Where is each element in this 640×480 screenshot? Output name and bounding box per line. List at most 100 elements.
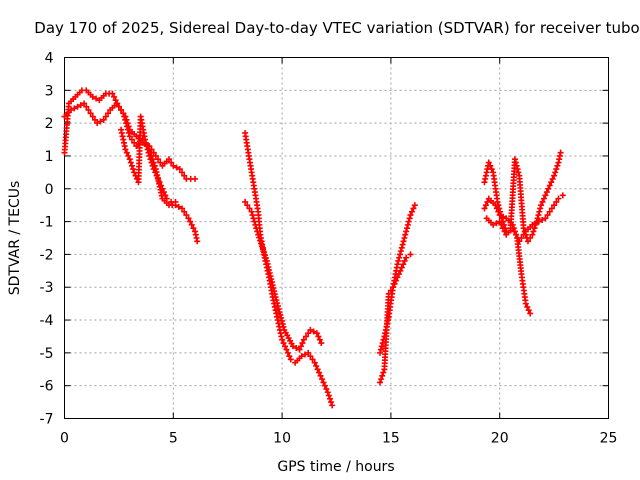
data-point	[303, 333, 310, 340]
data-point	[172, 198, 179, 205]
data-point	[111, 93, 118, 100]
data-point	[300, 336, 307, 343]
data-point	[554, 162, 561, 169]
data-point	[157, 159, 164, 166]
data-point	[515, 169, 522, 176]
data-point	[280, 340, 287, 347]
data-point	[283, 346, 290, 353]
data-point	[143, 143, 150, 150]
data-point	[125, 152, 132, 159]
data-point	[251, 218, 258, 225]
y-tick-label: 2	[45, 116, 54, 132]
data-point	[408, 208, 415, 215]
data-point	[109, 90, 116, 97]
data-point	[124, 126, 131, 133]
data-point	[261, 252, 268, 259]
data-point	[487, 162, 494, 169]
data-point	[298, 353, 305, 360]
data-point	[307, 326, 314, 333]
data-point	[279, 336, 286, 343]
data-point	[310, 328, 317, 335]
data-point	[257, 237, 264, 244]
data-point	[85, 107, 92, 114]
data-point	[305, 349, 312, 356]
data-point	[293, 344, 300, 351]
data-point	[152, 169, 159, 176]
data-point	[394, 274, 401, 281]
data-point	[250, 215, 257, 222]
data-point	[121, 113, 128, 120]
data-point	[170, 162, 177, 169]
data-point	[318, 340, 325, 347]
data-point	[100, 116, 107, 123]
data-point	[499, 225, 506, 232]
y-tick-label: -7	[40, 412, 54, 428]
data-point	[328, 399, 335, 406]
data-point	[313, 362, 320, 369]
data-point	[83, 103, 90, 110]
data-point	[398, 244, 405, 251]
data-point	[301, 351, 308, 358]
data-point	[529, 221, 536, 228]
data-point	[71, 105, 78, 112]
series-arc-2b	[242, 198, 325, 353]
data-point	[102, 113, 109, 120]
data-point	[411, 202, 418, 209]
data-point	[246, 205, 253, 212]
data-point	[131, 139, 138, 146]
data-point	[527, 235, 534, 241]
data-point	[284, 349, 291, 356]
data-point	[385, 290, 392, 297]
y-tick-label: 3	[45, 83, 54, 99]
data-point	[259, 243, 266, 250]
data-point	[74, 103, 81, 110]
data-point	[309, 356, 316, 363]
data-point	[511, 156, 518, 163]
plot-frame	[64, 57, 609, 419]
data-point	[89, 93, 96, 100]
data-point	[542, 192, 549, 199]
data-point	[179, 169, 186, 176]
data-point	[401, 257, 408, 264]
data-point	[529, 231, 536, 238]
data-point	[91, 116, 98, 123]
data-point	[160, 189, 167, 196]
data-point	[405, 218, 412, 225]
data-point	[157, 182, 164, 189]
x-axis-label: GPS time / hours	[277, 459, 394, 475]
data-point	[122, 116, 129, 123]
data-point	[286, 353, 293, 360]
data-point	[249, 212, 256, 219]
data-point	[544, 212, 551, 219]
data-point	[520, 225, 527, 232]
data-point	[557, 149, 564, 156]
data-point	[537, 205, 544, 212]
series-arc-2	[242, 129, 336, 409]
data-point	[163, 195, 170, 202]
x-tick-label: 5	[169, 431, 178, 447]
data-point	[535, 218, 542, 225]
data-point	[313, 330, 320, 337]
data-point	[493, 220, 500, 227]
data-point	[518, 235, 525, 241]
data-point	[325, 392, 332, 399]
data-point	[378, 343, 385, 350]
y-tick-label: -4	[40, 313, 54, 329]
data-point	[498, 221, 505, 228]
data-point	[123, 123, 130, 130]
chart-title: Day 170 of 2025, Sidereal Day-to-day VTE…	[34, 19, 639, 37]
data-point	[145, 149, 152, 156]
data-point	[379, 340, 386, 347]
data-point	[535, 212, 542, 219]
data-point	[401, 235, 408, 241]
data-point	[539, 198, 546, 205]
data-point	[248, 208, 255, 215]
data-point	[305, 330, 312, 337]
data-point	[549, 175, 556, 182]
data-point	[183, 212, 190, 219]
y-tick-label: -6	[40, 379, 54, 395]
data-point	[148, 159, 155, 166]
data-point	[525, 307, 532, 314]
data-point	[324, 389, 331, 396]
